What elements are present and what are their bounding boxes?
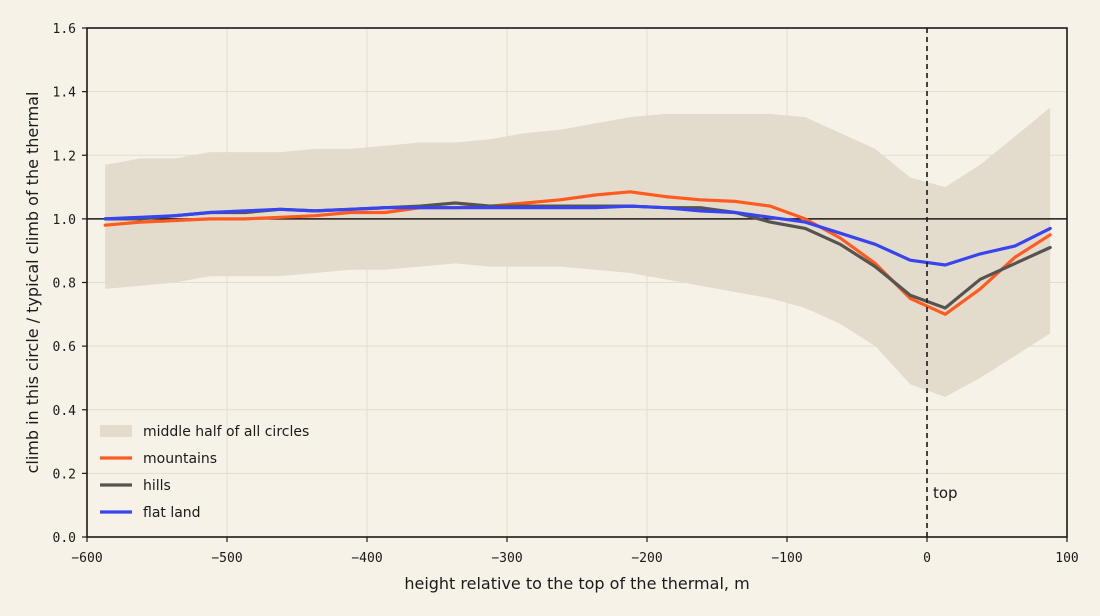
band-layer	[105, 107, 1051, 397]
x-tick-label: −300	[491, 551, 522, 566]
legend-label-hills: hills	[143, 478, 171, 494]
legend-label-flat-land: flat land	[143, 505, 201, 521]
y-tick-label: 1.2	[53, 149, 76, 164]
series-layer	[103, 190, 1052, 316]
y-tick-label: 1.0	[53, 213, 76, 228]
legend-swatch-band	[100, 425, 132, 437]
x-tick-label: −400	[351, 551, 382, 566]
x-axis-label: height relative to the top of the therma…	[404, 574, 749, 593]
x-tick-label: −500	[211, 551, 242, 566]
top-annotation: top	[933, 484, 958, 502]
x-tick-label: −600	[71, 551, 102, 566]
y-tick-label: 0.6	[53, 340, 76, 355]
band-middle-half	[105, 107, 1051, 397]
y-tick-label: 0.8	[53, 277, 76, 292]
y-tick-label: 1.6	[53, 22, 76, 37]
x-tick-label: 100	[1055, 551, 1078, 566]
legend-label-mountains: mountains	[143, 451, 217, 467]
series-line-flat-land	[103, 204, 1052, 267]
y-tick-label: 0.0	[53, 531, 76, 546]
x-tick-label: −100	[771, 551, 802, 566]
y-axis-ticks: 0.0 0.2 0.4 0.6 0.8 1.0 1.2 1.4 1.6	[53, 22, 87, 546]
y-tick-label: 1.4	[53, 86, 77, 101]
y-tick-label: 0.4	[53, 404, 77, 419]
y-tick-label: 0.2	[53, 467, 76, 482]
legend: middle half of all circles mountains hil…	[100, 424, 309, 521]
y-axis-label: climb in this circle / typical climb of …	[23, 92, 42, 474]
x-tick-label: −200	[631, 551, 662, 566]
x-tick-label: 0	[923, 551, 931, 566]
x-axis-ticks: −600 −500 −400 −300 −200 −100 0 100	[71, 537, 1079, 566]
legend-label-band: middle half of all circles	[143, 424, 309, 440]
